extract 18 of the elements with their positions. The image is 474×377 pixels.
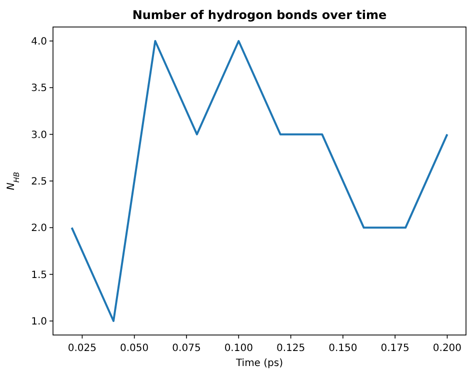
y-tick-label: 1.5 xyxy=(31,270,47,281)
y-tick-label: 2.5 xyxy=(31,176,47,188)
x-tick-label: 0.050 xyxy=(120,343,149,354)
x-tick-label: 0.100 xyxy=(224,343,253,354)
x-tick-label: 0.125 xyxy=(276,343,306,354)
x-tick-label: 0.025 xyxy=(68,343,97,354)
x-tick-label: 0.175 xyxy=(380,343,410,354)
y-tick-label: 3.0 xyxy=(31,130,47,141)
line-series xyxy=(70,40,448,322)
y-tick-label: 4.0 xyxy=(31,36,47,48)
x-tick-label: 0.150 xyxy=(328,343,358,354)
chart-title: Number of hydrogon bonds over time xyxy=(132,8,387,22)
x-tick-label: 0.075 xyxy=(172,343,201,354)
x-axis-title: Time (ps) xyxy=(234,358,284,369)
y-tick-label: 2.0 xyxy=(31,223,47,234)
y-tick-label: 3.5 xyxy=(31,83,47,94)
y-tick-label: 1.0 xyxy=(31,316,47,328)
x-tick-label: 0.200 xyxy=(432,343,462,354)
